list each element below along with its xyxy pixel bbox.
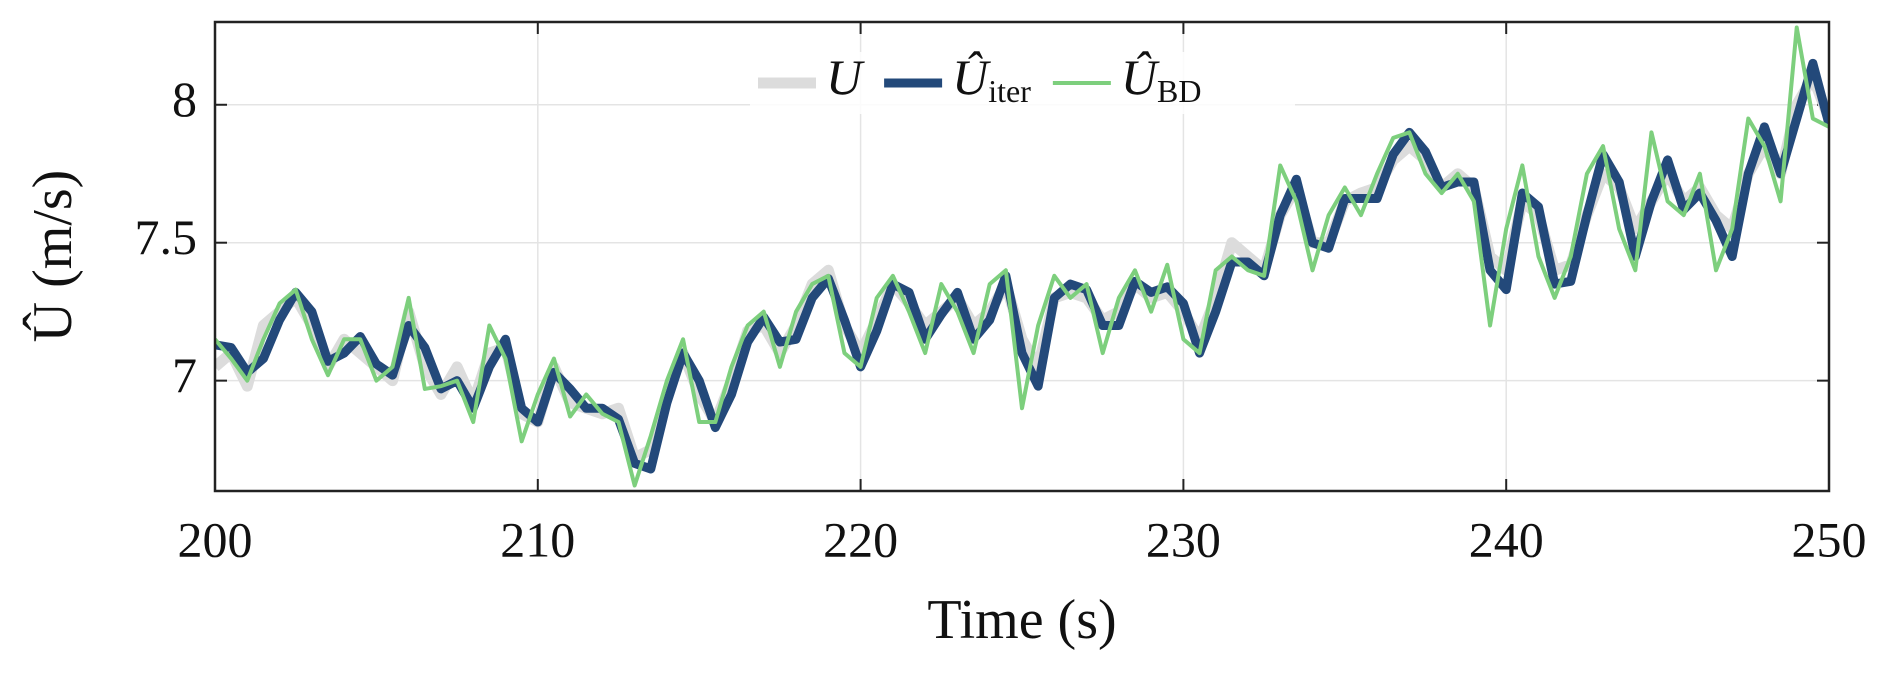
y-tick-label: 7: [172, 347, 197, 403]
legend-label: Ûiter: [952, 49, 1031, 109]
legend-label: ÛBD: [1121, 49, 1202, 109]
legend-main: Û: [1121, 49, 1160, 105]
y-tick-label: 7.5: [135, 209, 198, 265]
x-tick-label: 200: [178, 511, 253, 567]
x-tick-label: 230: [1146, 511, 1221, 567]
plot-frame: [213, 20, 1831, 493]
x-axis-label: Time (s): [927, 589, 1116, 651]
x-tick-label: 220: [823, 511, 898, 567]
legend: U Ûiter ÛBD: [750, 49, 1295, 114]
x-tick-label: 250: [1792, 511, 1867, 567]
x-tick-label: 210: [500, 511, 575, 567]
legend-main: Û: [952, 49, 991, 105]
x-tick-label: 240: [1469, 511, 1544, 567]
legend-sub: BD: [1157, 73, 1201, 109]
y-axis-label: Û (m/s): [21, 170, 84, 343]
y-tick-label: 8: [172, 71, 197, 127]
legend-box: [750, 52, 1295, 114]
data-line: [215, 25, 1829, 488]
legend-main: U: [826, 49, 865, 105]
legend-sub: iter: [988, 73, 1031, 109]
legend-label: U: [826, 49, 865, 105]
